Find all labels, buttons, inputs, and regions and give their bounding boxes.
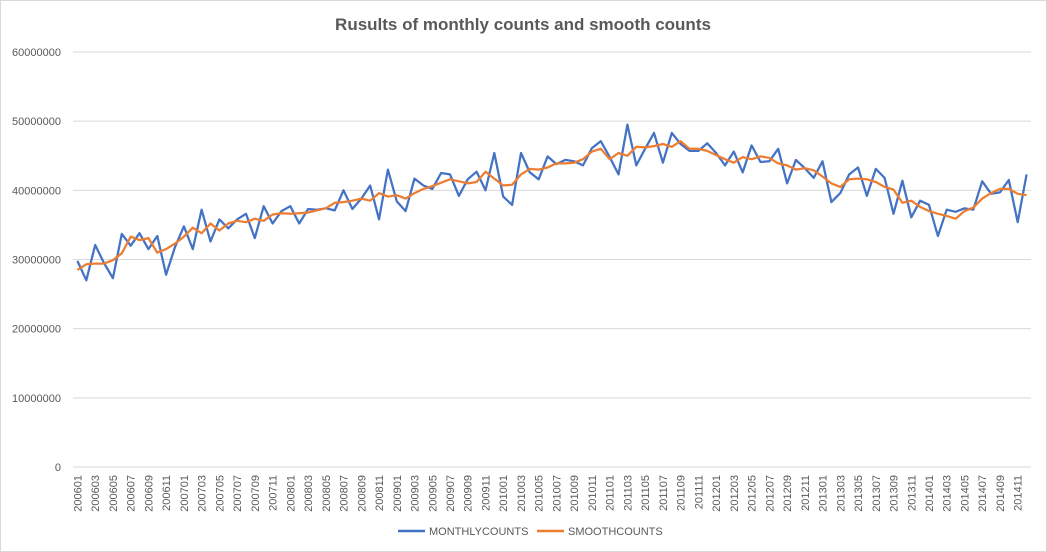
y-tick-label: 30000000 (12, 255, 61, 267)
x-tick-label: 201001 (498, 475, 510, 512)
x-tick-label: 201411 (1013, 475, 1025, 511)
x-tick-label: 201203 (729, 475, 741, 512)
x-tick-label: 201211 (800, 475, 812, 511)
x-tick-label: 200603 (90, 475, 102, 512)
x-tick-label: 201401 (924, 475, 936, 512)
x-tick-label: 200907 (445, 475, 457, 512)
x-tick-label: 200801 (285, 475, 297, 512)
x-tick-label: 200903 (410, 475, 422, 512)
x-tick-label: 201005 (534, 475, 546, 512)
x-tick-label: 200611 (161, 475, 173, 511)
series-line-smoothcounts (76, 140, 1027, 271)
x-tick-label: 200607 (126, 475, 138, 512)
x-tick-label: 201107 (658, 475, 670, 511)
y-axis-tick-labels: 0 10000000 20000000 30000000 40000000 5000000… (12, 47, 61, 474)
gridlines (73, 51, 1031, 468)
x-tick-label: 200905 (427, 475, 439, 512)
x-tick-label: 201405 (959, 475, 971, 512)
x-axis-tick-labels: 200601 200603 200605 200607 200609 200611 2007… (72, 475, 1024, 512)
x-tick-label: 201409 (995, 475, 1007, 512)
series-line-monthlycounts (76, 123, 1028, 282)
x-tick-label: 200601 (72, 475, 84, 512)
x-tick-label: 201303 (835, 475, 847, 512)
x-tick-label: 201111 (693, 475, 705, 509)
y-tick-label: 20000000 (12, 324, 61, 336)
x-tick-label: 200609 (143, 475, 155, 512)
x-tick-label: 200911 (480, 475, 492, 511)
x-tick-label: 201301 (818, 475, 830, 512)
x-tick-label: 201407 (977, 475, 989, 512)
x-tick-label: 200809 (356, 475, 368, 512)
x-tick-label: 200709 (250, 475, 262, 512)
x-tick-label: 201105 (640, 475, 652, 511)
x-tick-label: 200807 (339, 475, 351, 512)
x-tick-label: 200707 (232, 475, 244, 512)
x-tick-label: 201311 (906, 475, 918, 511)
x-tick-label: 201207 (764, 475, 776, 512)
x-tick-label: 200701 (179, 475, 191, 512)
x-tick-label: 201309 (889, 475, 901, 512)
legend-label-smoothcounts: SMOOTHCOUNTS (568, 526, 663, 538)
x-tick-label: 201209 (782, 475, 794, 512)
x-tick-label: 200901 (392, 475, 404, 512)
y-tick-label: 0 (55, 462, 61, 474)
x-tick-label: 200811 (374, 475, 386, 511)
x-tick-label: 201109 (676, 475, 688, 511)
x-tick-label: 200803 (303, 475, 315, 512)
y-tick-label: 50000000 (12, 116, 61, 128)
x-tick-label: 201101 (605, 475, 617, 511)
x-tick-label: 200909 (463, 475, 475, 512)
x-tick-label: 200703 (197, 475, 209, 512)
y-tick-label: 60000000 (12, 47, 61, 59)
x-tick-label: 200805 (321, 475, 333, 512)
x-tick-label: 201307 (871, 475, 883, 512)
x-tick-label: 201011 (587, 475, 599, 511)
x-tick-label: 201201 (711, 475, 723, 512)
x-tick-label: 200605 (108, 475, 120, 512)
x-tick-label: 201403 (942, 475, 954, 512)
x-tick-label: 200711 (268, 475, 280, 511)
chart-title: Rusults of monthly counts and smooth cou… (335, 15, 711, 34)
y-tick-label: 40000000 (12, 185, 61, 197)
legend-label-monthlycounts: MONTHLYCOUNTS (429, 526, 528, 538)
x-tick-label: 201007 (551, 475, 563, 512)
x-tick-label: 201009 (569, 475, 581, 512)
y-tick-label: 10000000 (12, 393, 61, 405)
series-lines (76, 123, 1028, 282)
legend: MONTHLYCOUNTS SMOOTHCOUNTS (398, 526, 663, 538)
x-tick-label: 200705 (214, 475, 226, 512)
x-tick-label: 201003 (516, 475, 528, 512)
x-tick-label: 201305 (853, 475, 865, 512)
x-tick-label: 201103 (622, 475, 634, 511)
x-tick-label: 201205 (747, 475, 759, 512)
